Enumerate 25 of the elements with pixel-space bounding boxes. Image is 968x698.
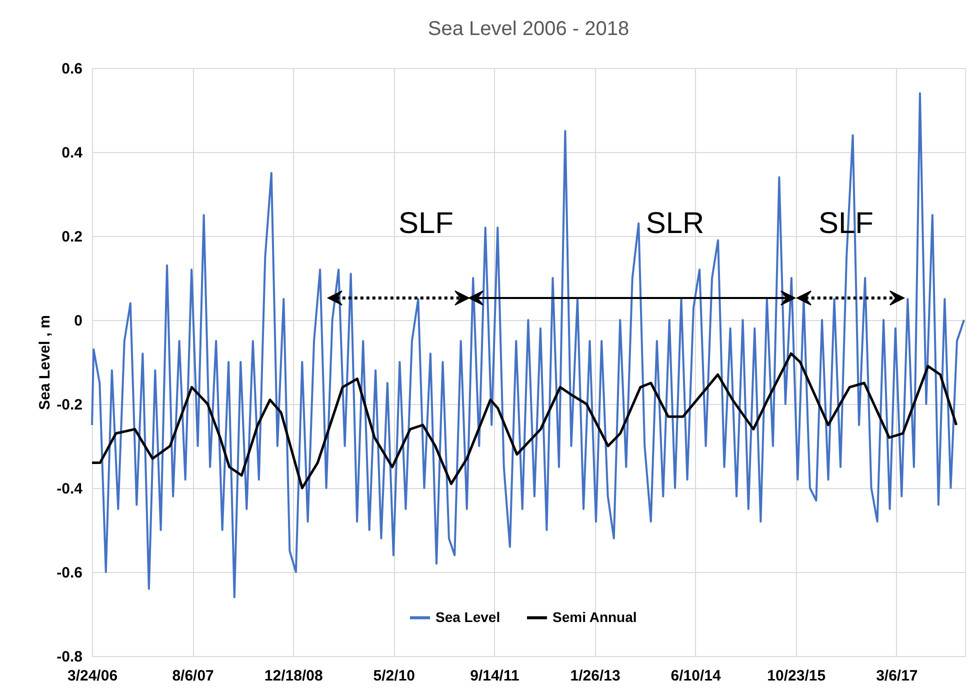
x-tick-label: 6/10/14	[670, 668, 722, 684]
legend-label: Sea Level	[436, 608, 500, 625]
annotation: SLF	[398, 207, 454, 240]
y-tick-label: -0.8	[56, 648, 82, 666]
annotation: SLR	[646, 207, 704, 240]
y-tick-label: -0.2	[56, 396, 82, 414]
x-tick-label: 3/6/17	[876, 668, 918, 684]
y-tick-label: 0.4	[62, 144, 84, 162]
x-tick-label: 5/2/10	[373, 668, 416, 684]
line-series	[91, 92, 965, 598]
x-tick-label: 3/24/06	[67, 668, 118, 684]
x-tick-label: 9/14/11	[470, 668, 520, 684]
y-tick-label: 0	[74, 312, 82, 330]
y-axis-title: Sea Level , m	[36, 314, 54, 410]
y-tick-label: -0.6	[56, 564, 82, 582]
x-tick-label: 8/6/07	[172, 668, 214, 684]
x-tick-label: 10/23/15	[767, 668, 826, 684]
legend-label: Semi Annual	[552, 608, 637, 625]
x-tick-label: 12/18/08	[264, 668, 323, 684]
chart-title: Sea Level 2006 - 2018	[428, 18, 630, 40]
x-tick-label: 1/26/13	[570, 668, 620, 684]
line-series	[90, 352, 958, 490]
y-tick-label: -0.4	[56, 480, 84, 498]
y-tick-label: 0.2	[62, 228, 82, 246]
y-tick-label: 0.6	[62, 60, 82, 78]
